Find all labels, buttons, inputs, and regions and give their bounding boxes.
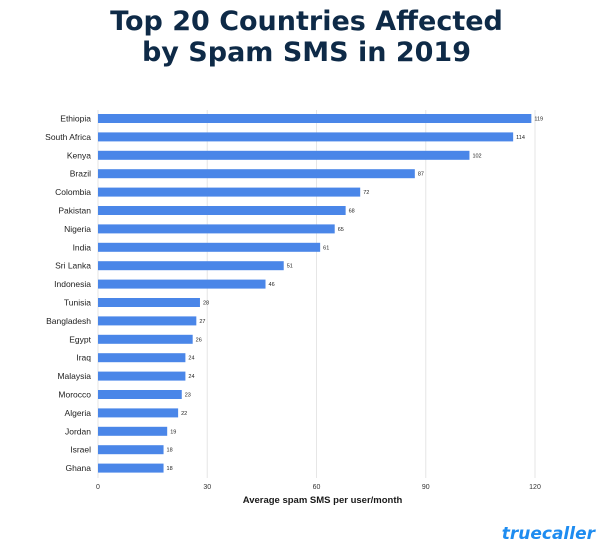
category-label-morocco: Morocco [58,390,91,400]
category-label-egypt: Egypt [69,334,91,344]
category-label-kenya: Kenya [67,150,91,160]
bar-ghana [98,463,164,473]
x-tick-label-60: 60 [313,484,321,491]
data-label-israel: 18 [167,448,173,454]
bar-sri-lanka [98,261,284,271]
data-label-algeria: 22 [181,411,187,417]
bar-israel [98,445,164,455]
category-label-tunisia: Tunisia [64,298,91,308]
data-label-indonesia: 46 [269,282,275,288]
category-label-israel: Israel [70,445,91,455]
bar-brazil [98,169,415,179]
data-label-nigeria: 65 [338,227,344,233]
chart-title-line-1: Top 20 Countries Affected [110,6,503,37]
x-tick-label-90: 90 [422,484,430,491]
data-label-south-africa: 114 [516,135,525,141]
category-label-iraq: Iraq [76,353,91,363]
bar-south-africa [98,132,514,142]
bar-colombia [98,187,361,197]
category-label-south-africa: South Africa [45,132,91,142]
data-label-india: 61 [323,245,329,251]
bar-pakistan [98,206,346,215]
bar-malaysia [98,371,186,381]
category-label-brazil: Brazil [70,169,91,179]
data-label-morocco: 23 [185,393,191,399]
bar-algeria [98,408,179,418]
bar-egypt [98,334,193,344]
category-label-ghana: Ghana [65,463,91,473]
chart-title-line-2: by Spam SMS in 2019 [141,37,472,68]
category-label-india: India [73,242,92,252]
bar-india [98,242,321,252]
chart-title: Top 20 Countries Affected by Spam SMS in… [0,6,613,68]
data-label-iraq: 24 [188,356,194,362]
bar-tunisia [98,298,200,307]
bar-indonesia [98,279,266,289]
data-label-malaysia: 24 [188,374,194,380]
x-tick-label-120: 120 [529,484,541,491]
bar-kenya [98,150,470,160]
data-label-ethiopia: 119 [534,117,543,123]
category-label-algeria: Algeria [65,408,92,418]
data-label-pakistan: 68 [349,209,355,215]
category-label-indonesia: Indonesia [54,279,91,289]
bar-nigeria [98,224,335,234]
data-label-jordan: 19 [170,429,176,435]
x-tick-label-0: 0 [96,484,100,491]
category-label-pakistan: Pakistan [58,206,91,216]
category-label-colombia: Colombia [55,187,91,197]
category-label-nigeria: Nigeria [64,224,91,234]
bar-bangladesh [98,316,197,326]
data-label-ghana: 18 [167,466,173,472]
category-label-ethiopia: Ethiopia [60,114,91,124]
bar-iraq [98,353,186,363]
category-label-bangladesh: Bangladesh [46,316,91,326]
truecaller-logo: truecaller [501,524,595,544]
x-tick-label-30: 30 [203,484,211,491]
data-label-colombia: 72 [363,190,369,196]
category-label-jordan: Jordan [65,426,91,436]
data-label-egypt: 26 [196,337,202,343]
data-label-brazil: 87 [418,172,424,178]
bar-jordan [98,426,168,436]
category-label-sri-lanka: Sri Lanka [55,261,91,271]
data-label-sri-lanka: 51 [287,264,293,270]
x-axis-title: Average spam SMS per user/month [243,495,403,506]
bar-ethiopia [98,114,532,123]
data-label-kenya: 102 [472,153,481,159]
data-label-bangladesh: 27 [199,319,205,325]
category-label-malaysia: Malaysia [57,371,91,381]
bar-morocco [98,390,182,399]
data-label-tunisia: 28 [203,301,209,307]
